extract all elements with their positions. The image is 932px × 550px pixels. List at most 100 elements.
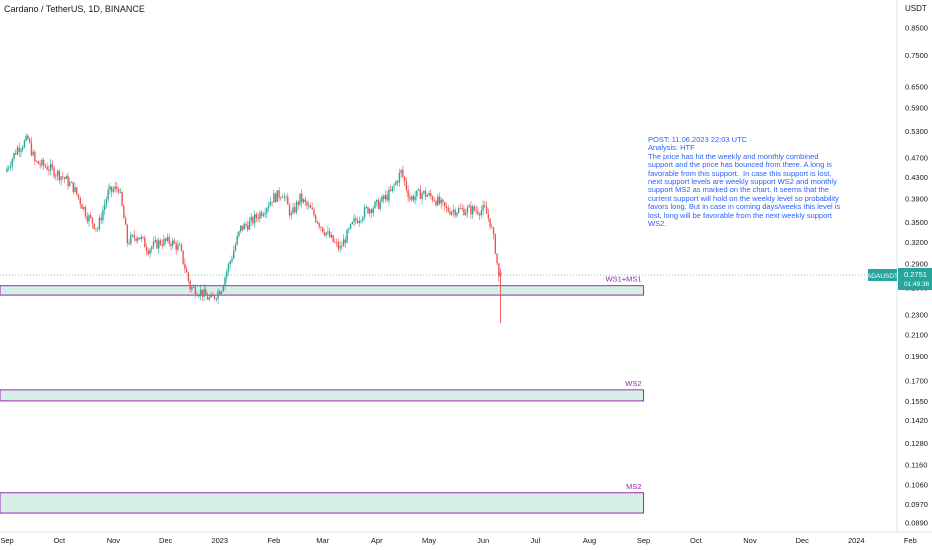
- candle-body: [178, 244, 181, 246]
- candle-body: [126, 224, 129, 244]
- candle-body: [199, 289, 202, 296]
- candle-body: [494, 234, 497, 254]
- y-tick-label: 0.5300: [905, 127, 928, 136]
- candle-body: [102, 209, 104, 221]
- candle-body: [156, 239, 158, 249]
- candle-body: [28, 138, 31, 142]
- candle-body: [187, 272, 190, 281]
- candle-body: [463, 208, 465, 216]
- candle-body: [42, 159, 45, 166]
- candle-body: [147, 250, 149, 254]
- candle-body: [339, 246, 341, 249]
- symbol-tag-label: ADAUSDT: [867, 273, 898, 280]
- y-tick-label: 0.8500: [905, 23, 928, 32]
- x-tick-label: Apr: [371, 536, 383, 545]
- candle-body: [355, 218, 357, 221]
- candle-body: [332, 235, 334, 242]
- candle-body: [173, 240, 176, 244]
- candle-body: [304, 199, 306, 202]
- candle-body: [447, 207, 449, 212]
- candle-body: [191, 287, 193, 290]
- candle-body: [308, 205, 310, 207]
- candle-body: [185, 268, 188, 273]
- candle-body: [252, 217, 254, 224]
- candle-body: [262, 214, 265, 217]
- candle-body: [309, 205, 312, 208]
- candle-body: [69, 182, 71, 186]
- price-axis[interactable]: 0.8500 0.7500 0.6500 0.5900 0.5300 0.4700 0.43…: [905, 23, 928, 527]
- y-tick-label: 0.2300: [905, 310, 928, 319]
- candle-body: [466, 207, 469, 213]
- candle-body: [144, 237, 146, 248]
- candle-body: [435, 201, 437, 206]
- x-tick-label: Jun: [477, 536, 489, 545]
- candle-body: [72, 182, 74, 193]
- candle-body: [219, 291, 221, 295]
- y-tick-label: 0.1420: [905, 416, 928, 425]
- support-zone[interactable]: [0, 492, 645, 514]
- candle-body: [128, 243, 130, 244]
- candle-body: [107, 189, 109, 200]
- candle-body: [67, 176, 69, 186]
- candle-body: [192, 287, 195, 288]
- candle-body: [189, 280, 191, 290]
- x-tick-label: Sep: [0, 536, 13, 545]
- candle-body: [182, 250, 184, 264]
- candle-body: [431, 196, 434, 201]
- support-zone[interactable]: [0, 285, 645, 296]
- support-zone-label: MS2: [626, 482, 641, 491]
- y-tick-label: 0.2100: [905, 330, 928, 339]
- current-price-tag: ADAUSDT 0.2751 01:49:36: [867, 267, 932, 290]
- candle-body: [302, 199, 305, 203]
- y-tick-label: 0.2900: [905, 259, 928, 268]
- x-tick-label: Mar: [316, 536, 329, 545]
- candle-body: [166, 236, 169, 241]
- candle-body: [91, 217, 94, 224]
- y-tick-label: 0.1700: [905, 377, 928, 386]
- support-zones: WS1+MS1 WS2 MS2: [0, 275, 645, 514]
- candle-body: [23, 140, 26, 148]
- x-tick-label: Jul: [531, 536, 541, 545]
- support-zone[interactable]: [0, 389, 645, 402]
- candle-body: [301, 193, 303, 203]
- candle-body: [30, 141, 33, 156]
- candle-body: [400, 169, 402, 173]
- candle-body: [49, 164, 52, 171]
- candle-body: [53, 167, 55, 177]
- candle-body: [16, 147, 19, 155]
- candle-body: [381, 196, 383, 202]
- candle-body: [88, 215, 90, 222]
- candle-body: [409, 197, 411, 200]
- candle-body: [419, 189, 422, 199]
- candle-body: [177, 244, 179, 250]
- candle-body: [395, 181, 397, 185]
- x-tick-label: Oct: [53, 536, 66, 545]
- candle-body: [81, 204, 83, 209]
- price-tag-countdown: 01:49:36: [904, 281, 930, 288]
- candle-body: [63, 177, 66, 179]
- x-tick-label: 2023: [211, 536, 228, 545]
- candle-body: [480, 210, 483, 216]
- candle-body: [475, 210, 477, 212]
- candle-body: [226, 271, 228, 278]
- candle-body: [421, 193, 423, 199]
- candle-body: [362, 217, 364, 221]
- x-tick-label: Nov: [107, 536, 121, 545]
- analysis-note: POST: 11.06.2023 22:03 UTC Analysis: HTF…: [648, 135, 841, 229]
- time-axis[interactable]: Sep Oct Nov Dec 2023 Feb Mar Apr May Jun Jul Aug Sep…: [0, 536, 917, 545]
- candle-body: [318, 223, 320, 227]
- candle-body: [396, 181, 399, 183]
- candle-body: [278, 190, 280, 198]
- candle-body: [163, 238, 165, 246]
- candle-body: [442, 199, 444, 203]
- candle-body: [316, 221, 319, 224]
- y-tick-label: 0.3500: [905, 218, 928, 227]
- last-candle-body: [499, 272, 502, 275]
- candle-body: [18, 147, 20, 152]
- candle-body: [485, 206, 488, 214]
- candle-body: [449, 211, 451, 215]
- candle-body: [151, 246, 153, 250]
- candle-body: [84, 207, 87, 217]
- candle-body: [8, 167, 10, 169]
